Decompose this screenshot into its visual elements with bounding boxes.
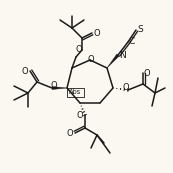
Text: O: O [76, 45, 82, 54]
Text: O: O [77, 112, 83, 121]
Text: O: O [51, 81, 57, 90]
Text: O: O [123, 83, 129, 92]
Text: O: O [88, 54, 94, 63]
FancyBboxPatch shape [67, 88, 84, 97]
Text: S: S [137, 25, 143, 34]
Text: O: O [144, 69, 150, 78]
Text: C: C [129, 38, 135, 47]
Text: O: O [94, 30, 100, 39]
Text: O: O [67, 129, 73, 138]
Text: Abs: Abs [69, 89, 82, 94]
Text: N: N [119, 51, 125, 60]
Polygon shape [107, 54, 119, 68]
Polygon shape [52, 86, 67, 89]
Text: O: O [22, 66, 28, 75]
